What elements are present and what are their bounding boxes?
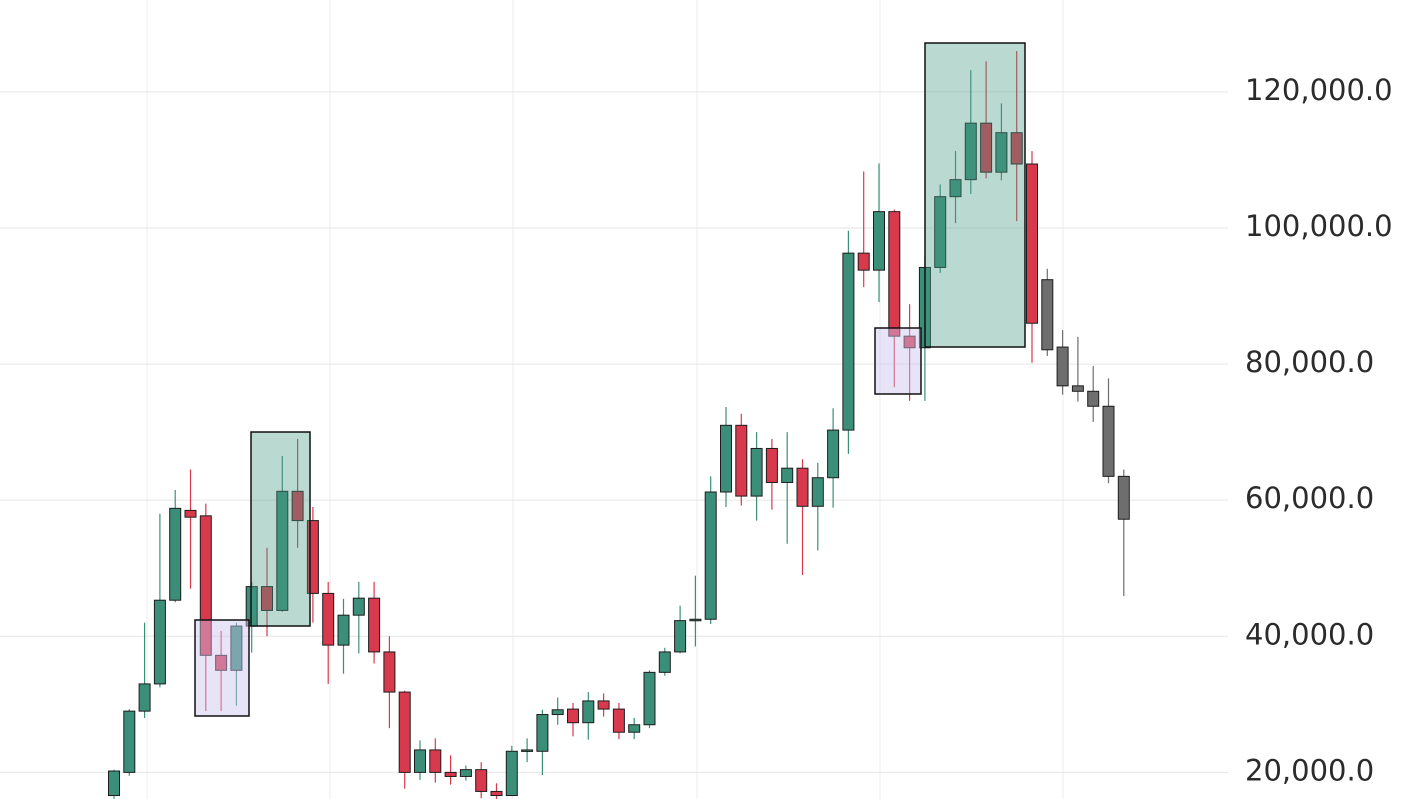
- candle-body: [674, 620, 687, 653]
- y-tick-label: 80,000.0: [1245, 345, 1374, 379]
- candle-body: [230, 625, 243, 671]
- candle-body: [980, 122, 993, 173]
- candle-body: [306, 520, 319, 594]
- zone-box: [874, 327, 922, 395]
- candle-body: [567, 708, 579, 724]
- candle-body: [1026, 163, 1038, 324]
- candle-body: [1117, 475, 1130, 520]
- candle-body: [827, 429, 840, 479]
- candle-body: [796, 467, 809, 507]
- candle-body: [1087, 390, 1100, 407]
- candle-body: [628, 724, 641, 733]
- candle-body: [138, 683, 151, 712]
- candle-body: [658, 651, 671, 673]
- zone-box: [924, 42, 1026, 348]
- candle-body: [888, 211, 901, 337]
- candle-body: [475, 769, 488, 792]
- candle-body: [704, 491, 717, 620]
- candle-body: [490, 790, 503, 797]
- candle-body: [612, 708, 625, 733]
- y-tick-label: 60,000.0: [1245, 481, 1374, 515]
- y-tick-label: 120,000.0: [1245, 73, 1393, 107]
- candle-body: [383, 651, 396, 693]
- candle-body: [1071, 385, 1084, 392]
- candle-body: [184, 509, 197, 518]
- candle-body: [322, 592, 335, 646]
- candle-body: [429, 749, 442, 773]
- candle-body: [995, 132, 1008, 173]
- zone-box: [250, 431, 311, 627]
- candle-body: [689, 618, 702, 622]
- candle-body: [108, 770, 120, 797]
- candle-body: [1102, 405, 1115, 477]
- candle-body: [261, 586, 273, 611]
- candle-body: [781, 467, 794, 483]
- candle-body: [1041, 279, 1054, 351]
- candle-body: [153, 599, 166, 685]
- candle-body: [903, 335, 916, 349]
- candle-body: [857, 252, 870, 271]
- candle-body: [337, 614, 350, 646]
- y-tick-label: 20,000.0: [1245, 753, 1374, 787]
- candle-body: [964, 122, 977, 181]
- candle-body: [842, 252, 855, 431]
- candle-body: [521, 749, 534, 752]
- candle-body: [934, 196, 947, 268]
- candle-body: [169, 507, 182, 601]
- time-grid: [146, 0, 1064, 799]
- candle-body: [551, 709, 564, 716]
- candle-body: [750, 447, 763, 497]
- candle-body: [398, 691, 411, 773]
- candle-body: [199, 515, 212, 656]
- candle-body: [597, 700, 610, 710]
- candle-body: [536, 714, 549, 752]
- candle-body: [444, 771, 457, 777]
- candle-body: [873, 211, 885, 271]
- zone-box: [194, 619, 250, 717]
- candle-body: [1010, 132, 1023, 165]
- candle-body: [720, 424, 732, 493]
- candle-body: [352, 597, 365, 616]
- y-tick-label: 40,000.0: [1245, 617, 1374, 651]
- y-tick-label: 100,000.0: [1245, 209, 1393, 243]
- candle-body: [215, 654, 228, 671]
- candle-body: [949, 179, 962, 198]
- candle-body: [643, 671, 656, 726]
- candle-body: [582, 700, 595, 724]
- candle-body: [414, 749, 426, 773]
- candle-body: [505, 750, 518, 797]
- candle-body: [1056, 346, 1069, 387]
- candle-body: [368, 597, 381, 653]
- candle-body: [291, 490, 304, 522]
- candle-body: [735, 424, 748, 497]
- candle-body: [811, 477, 824, 507]
- candle-body: [123, 710, 136, 773]
- candle-body: [276, 490, 289, 611]
- candle-body: [459, 769, 472, 777]
- candle-body: [765, 447, 778, 483]
